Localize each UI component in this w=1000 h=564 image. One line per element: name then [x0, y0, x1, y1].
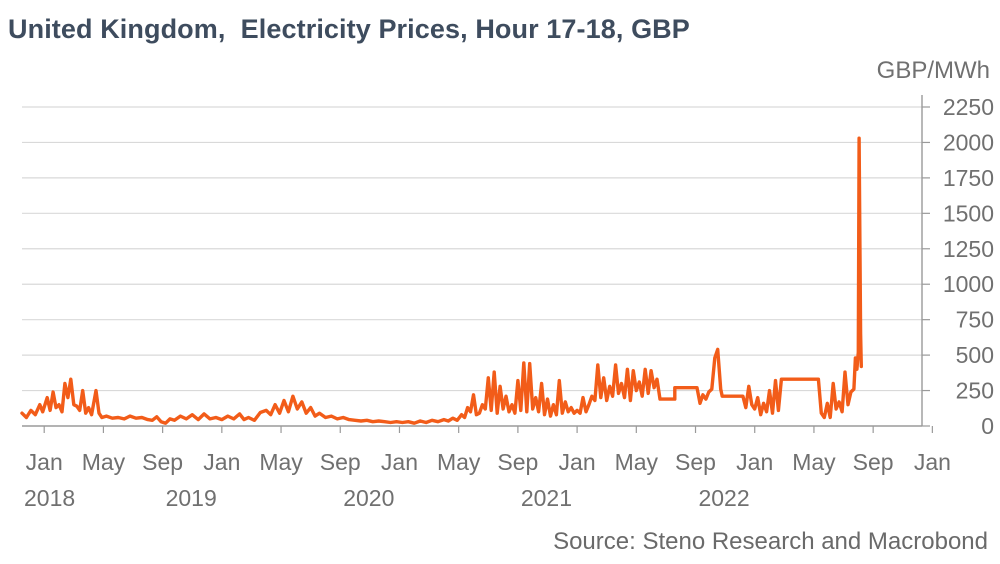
- year-label: 2022: [698, 485, 749, 511]
- x-tick-label: Jan: [203, 449, 240, 475]
- series-line-electricity-price: [20, 136, 863, 425]
- x-tick-label: Jan: [914, 449, 951, 475]
- x-tick-label: May: [615, 449, 659, 475]
- y-tick-label: 750: [956, 307, 994, 333]
- x-tick-label: May: [259, 449, 303, 475]
- year-label: 2019: [166, 485, 217, 511]
- x-tick-label: Jan: [26, 449, 63, 475]
- x-tick-label: Jan: [736, 449, 773, 475]
- x-tick-label: Sep: [142, 449, 183, 475]
- x-tick-labels: Jan May Sep Jan May Sep Jan May Sep Jan May Sep Jan M…: [26, 449, 951, 475]
- year-label: 2018: [24, 485, 75, 511]
- y-tick-label: 1000: [943, 271, 994, 297]
- y-axis-unit-label: GBP/MWh: [877, 57, 990, 84]
- source-note: Source: Steno Research and Macrobond: [553, 528, 988, 555]
- axes: [22, 95, 933, 433]
- year-label: 2020: [343, 485, 394, 511]
- y-tick-label: 250: [956, 378, 994, 404]
- series-layer: [20, 136, 863, 425]
- x-tick-label: May: [82, 449, 126, 475]
- y-tick-label: 2000: [943, 129, 994, 155]
- year-label: 2021: [521, 485, 572, 511]
- chart-title: United Kingdom, Electricity Prices, Hour…: [8, 14, 690, 44]
- x-tick-label: Sep: [497, 449, 538, 475]
- y-tick-label: 0: [981, 413, 994, 439]
- x-tick-label: Sep: [675, 449, 716, 475]
- gridlines: [22, 106, 922, 392]
- y-tick-label: 1750: [943, 165, 994, 191]
- y-tick-label: 2250: [943, 94, 994, 120]
- x-tick-label: May: [792, 449, 836, 475]
- y-tick-label: 1500: [943, 200, 994, 226]
- x-tick-label: Jan: [559, 449, 596, 475]
- x-tick-label: Jan: [381, 449, 418, 475]
- y-tick-labels: 0 250 500 750 1000 1250 1500 1750 2000 2250: [943, 94, 994, 439]
- y-tick-label: 500: [956, 342, 994, 368]
- year-labels: 2018 2019 2020 2021 2022: [24, 485, 750, 511]
- x-tick-label: Sep: [320, 449, 361, 475]
- x-tick-label: Sep: [853, 449, 894, 475]
- x-tick-label: May: [437, 449, 481, 475]
- y-tick-label: 1250: [943, 236, 994, 262]
